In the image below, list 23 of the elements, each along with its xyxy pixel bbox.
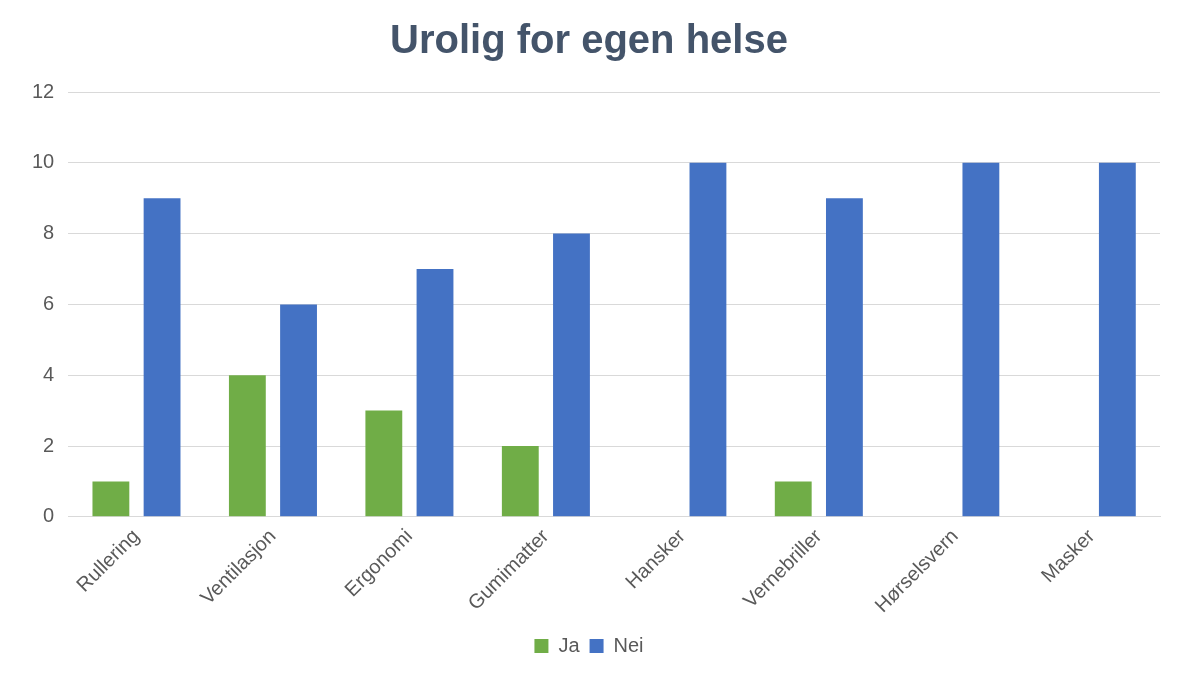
bar xyxy=(228,375,266,517)
bar xyxy=(143,198,181,517)
bar xyxy=(962,162,1000,517)
bar xyxy=(416,269,454,517)
legend-label: Ja xyxy=(558,633,581,656)
y-tick-label: 2 xyxy=(43,433,55,456)
legend-label: Nei xyxy=(613,633,644,656)
y-tick-label: 8 xyxy=(43,221,55,244)
y-tick-label: 6 xyxy=(43,291,55,314)
bar xyxy=(689,162,727,517)
y-tick-label: 0 xyxy=(43,504,55,527)
y-tick-label: 12 xyxy=(32,79,55,102)
bar xyxy=(553,233,590,517)
y-tick-label: 10 xyxy=(32,150,55,173)
bar xyxy=(92,481,130,517)
bar xyxy=(825,198,863,517)
bar xyxy=(774,481,812,517)
bar xyxy=(280,304,317,517)
bar xyxy=(365,410,403,517)
chart-title: Urolig for egen helse xyxy=(390,17,788,62)
bar xyxy=(1098,162,1136,517)
bar xyxy=(501,446,539,517)
y-tick-label: 4 xyxy=(43,362,55,385)
